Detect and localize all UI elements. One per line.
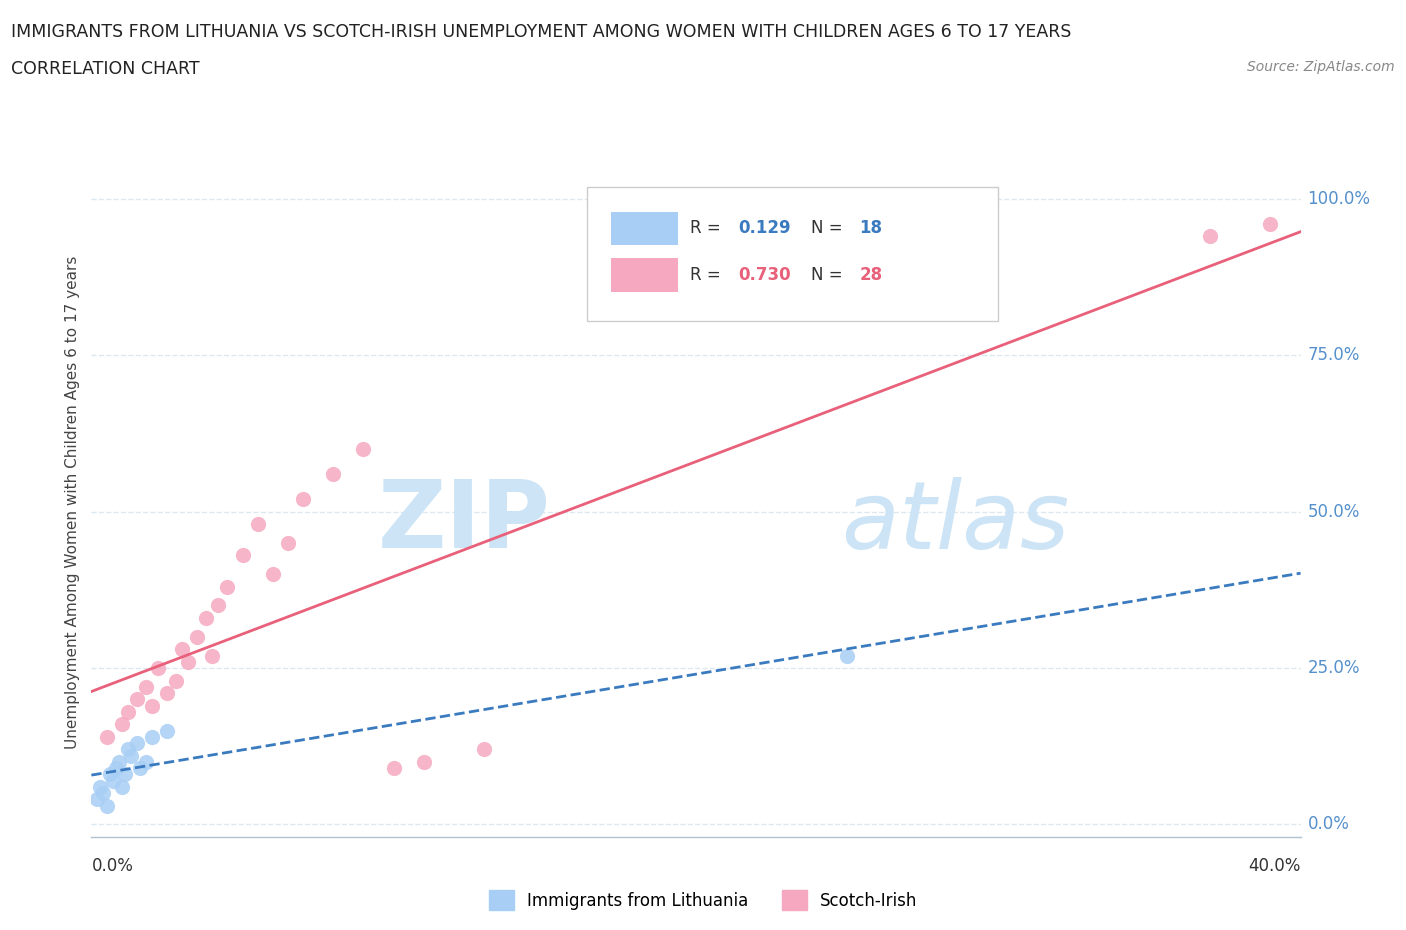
Text: 100.0%: 100.0% xyxy=(1308,190,1371,207)
Point xyxy=(128,761,150,776)
Point xyxy=(141,698,163,713)
Text: atlas: atlas xyxy=(841,477,1070,568)
Point xyxy=(120,749,142,764)
Bar xyxy=(612,212,678,246)
Point xyxy=(146,660,169,675)
Point xyxy=(156,724,179,738)
Text: 0.0%: 0.0% xyxy=(1308,816,1350,833)
Point xyxy=(231,548,253,563)
Point xyxy=(111,717,132,732)
Point xyxy=(246,517,269,532)
Text: Source: ZipAtlas.com: Source: ZipAtlas.com xyxy=(1247,60,1395,74)
Point xyxy=(172,642,194,657)
Point xyxy=(111,779,132,794)
Text: ZIP: ZIP xyxy=(378,476,551,568)
Text: 28: 28 xyxy=(859,266,883,285)
Text: 18: 18 xyxy=(859,219,882,237)
Point xyxy=(104,761,127,776)
Point xyxy=(1260,217,1282,232)
Text: 25.0%: 25.0% xyxy=(1308,659,1360,677)
Point xyxy=(472,742,495,757)
Point xyxy=(101,773,124,788)
Point xyxy=(277,536,299,551)
Bar xyxy=(612,259,678,292)
Point xyxy=(141,729,163,744)
Point xyxy=(207,598,229,613)
Text: 50.0%: 50.0% xyxy=(1308,502,1360,521)
Point xyxy=(117,704,139,719)
Point xyxy=(96,729,118,744)
Point xyxy=(292,492,315,507)
Text: R =: R = xyxy=(690,266,725,285)
Point xyxy=(107,754,129,769)
Point xyxy=(195,610,218,625)
Point xyxy=(177,655,200,670)
Point xyxy=(89,779,111,794)
Point xyxy=(201,648,224,663)
Text: 0.129: 0.129 xyxy=(738,219,792,237)
Text: CORRELATION CHART: CORRELATION CHART xyxy=(11,60,200,78)
Point xyxy=(352,442,374,457)
Point xyxy=(413,754,436,769)
Point xyxy=(117,742,139,757)
Point xyxy=(135,680,157,695)
Point xyxy=(114,767,136,782)
Text: N =: N = xyxy=(811,266,848,285)
Point xyxy=(165,673,187,688)
FancyBboxPatch shape xyxy=(588,188,998,322)
Legend: Immigrants from Lithuania, Scotch-Irish: Immigrants from Lithuania, Scotch-Irish xyxy=(482,884,924,917)
Point xyxy=(217,579,239,594)
Point xyxy=(125,692,148,707)
Point xyxy=(262,566,284,581)
Point xyxy=(1198,229,1220,244)
Point xyxy=(382,761,405,776)
Point xyxy=(156,685,179,700)
Text: R =: R = xyxy=(690,219,725,237)
Point xyxy=(186,630,208,644)
Point xyxy=(135,754,157,769)
Point xyxy=(96,798,118,813)
Text: 0.730: 0.730 xyxy=(738,266,792,285)
Text: 0.0%: 0.0% xyxy=(91,857,134,875)
Text: 40.0%: 40.0% xyxy=(1249,857,1301,875)
Text: N =: N = xyxy=(811,219,848,237)
Point xyxy=(86,792,108,807)
Text: IMMIGRANTS FROM LITHUANIA VS SCOTCH-IRISH UNEMPLOYMENT AMONG WOMEN WITH CHILDREN: IMMIGRANTS FROM LITHUANIA VS SCOTCH-IRIS… xyxy=(11,23,1071,41)
Point xyxy=(93,786,115,801)
Text: 75.0%: 75.0% xyxy=(1308,346,1360,365)
Point xyxy=(322,467,344,482)
Point xyxy=(835,648,858,663)
Y-axis label: Unemployment Among Women with Children Ages 6 to 17 years: Unemployment Among Women with Children A… xyxy=(65,256,80,749)
Point xyxy=(125,736,148,751)
Point xyxy=(98,767,121,782)
